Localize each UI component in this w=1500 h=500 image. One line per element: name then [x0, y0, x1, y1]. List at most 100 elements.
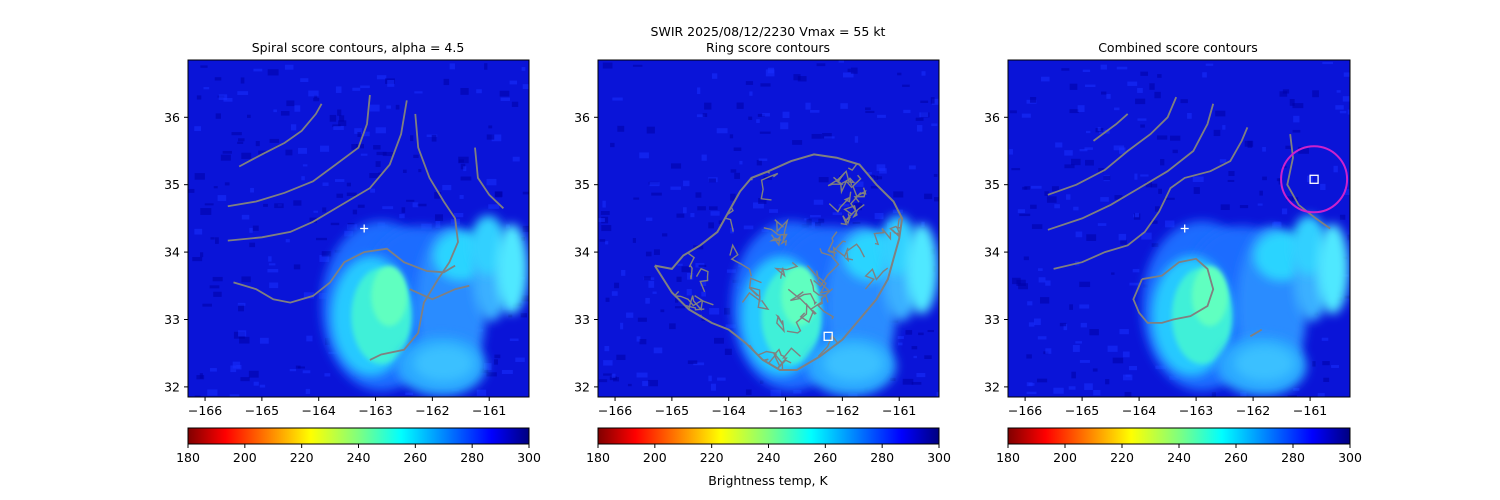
axes: −166 −165 −164 −163 −162 −161 32 33 34 35 36	[164, 59, 530, 418]
center-square-marker	[1309, 174, 1319, 184]
x-tick-label: −164	[302, 403, 336, 418]
heatmap-image	[598, 60, 939, 397]
colorbar-tick-label: 300	[927, 450, 951, 465]
contour-line	[227, 94, 371, 208]
y-tick-label: 36	[984, 110, 1000, 125]
contour-line	[653, 153, 904, 371]
x-tick-label: −165	[655, 403, 689, 418]
contour-line	[813, 248, 840, 288]
y-tick-label: 32	[164, 379, 180, 394]
colorbar-tick-label: 220	[290, 450, 314, 465]
colorbar-tick-label: 240	[347, 450, 371, 465]
panel-ring: Ring score contours −166 −165 −164 −163 −162…	[574, 40, 951, 488]
x-tick-label: −163	[358, 403, 392, 418]
colorbar-tick-label: 300	[517, 450, 541, 465]
colorbar-tick-label: 280	[460, 450, 484, 465]
y-tick-label: 36	[574, 110, 590, 125]
contour-line	[238, 103, 323, 168]
colorbar-tick-label: 180	[176, 450, 200, 465]
contour-line	[774, 261, 799, 279]
x-tick-label: −166	[188, 403, 222, 418]
heatmap-image	[1008, 60, 1350, 397]
contour-line	[233, 247, 456, 304]
colorbar-tick-label: 240	[757, 450, 781, 465]
y-tick-label: 34	[984, 245, 1000, 260]
y-tick-label: 33	[984, 312, 1000, 327]
y-tick-label: 32	[984, 379, 1000, 394]
plot-area	[598, 60, 939, 397]
panel-title: Ring score contours	[706, 40, 830, 55]
center-plus-marker	[1180, 224, 1189, 233]
contour-line	[864, 267, 889, 290]
colorbar-strip	[1007, 427, 1351, 445]
y-tick-label: 33	[164, 312, 180, 327]
colorbar-tick-label: 200	[643, 450, 667, 465]
y-tick-label: 35	[574, 177, 590, 192]
y-tick-label: 35	[984, 177, 1000, 192]
contour-line	[227, 100, 408, 242]
contour-line	[1249, 328, 1263, 338]
x-tick-label: −165	[1065, 403, 1099, 418]
contour-line	[741, 277, 762, 303]
x-tick-label: −162	[415, 403, 449, 418]
contour-line	[1092, 113, 1129, 142]
contour-line	[775, 313, 785, 334]
center-plus-marker	[360, 224, 369, 233]
contour-line	[1053, 127, 1249, 270]
contour-line	[763, 227, 788, 246]
y-tick-label: 34	[164, 245, 180, 260]
panel-spiral: Spiral score contours, alpha = 4.5 −166−…	[164, 40, 541, 465]
x-tick-label: −162	[825, 403, 859, 418]
contour-line	[769, 234, 782, 247]
contour-line	[786, 302, 816, 334]
contour-line	[816, 288, 835, 320]
x-tick-label: −164	[712, 403, 746, 418]
contour-line	[688, 295, 714, 312]
colorbar-tick-label: 260	[1224, 450, 1248, 465]
heatmap-image	[188, 60, 529, 397]
colorbar-strip	[597, 427, 940, 445]
colorbar-tick-label: 180	[586, 450, 610, 465]
colorbar: 180 200 220 240 260 280 300	[996, 427, 1362, 465]
figure-suptitle: SWIR 2025/08/12/2230 Vmax = 55 kt	[651, 24, 886, 39]
contour-line	[809, 278, 829, 303]
x-tick-label: −164	[1122, 403, 1156, 418]
contour-line	[729, 243, 752, 277]
x-tick-label: −166	[598, 403, 632, 418]
colorbar-tick-label: 260	[403, 450, 427, 465]
panel-title: Combined score contours	[1098, 40, 1258, 55]
contour-line	[474, 147, 505, 209]
contour-line	[896, 219, 903, 238]
colorbar-tick-label: 280	[1281, 450, 1305, 465]
contour-line	[835, 170, 856, 186]
colorbar-tick-label: 180	[996, 450, 1020, 465]
x-tick-label: −163	[768, 403, 802, 418]
colorbar-tick-label: 260	[813, 450, 837, 465]
y-tick-label: 33	[574, 312, 590, 327]
x-tick-label: −161	[472, 403, 506, 418]
contour-line	[776, 347, 801, 370]
colorbar-strip	[187, 427, 530, 445]
colorbar-label: Brightness temp, K	[708, 473, 828, 488]
contour-line	[787, 288, 817, 306]
contour-line	[828, 191, 852, 213]
colorbar: 180 200 220 240 260 280 300	[586, 427, 951, 465]
contour-line	[843, 243, 866, 263]
colorbar-tick-label: 220	[700, 450, 724, 465]
contour-line	[760, 172, 779, 201]
panel-combined: Combined score contours −166 −165 −164 −163…	[984, 40, 1362, 465]
contour-line	[840, 213, 851, 226]
y-tick-label: 35	[164, 177, 180, 192]
colorbar-tick-label: 220	[1110, 450, 1134, 465]
contour-line	[832, 240, 849, 258]
contour-line	[1132, 257, 1215, 324]
center-circle-marker	[1280, 145, 1349, 214]
contour-line	[852, 185, 867, 203]
colorbar-tick-label: 200	[1053, 450, 1077, 465]
contour-line	[1047, 96, 1178, 196]
contour-line	[873, 228, 892, 246]
colorbar-tick-label: 200	[233, 450, 257, 465]
contour-line	[806, 265, 831, 294]
contour-line	[695, 267, 709, 293]
